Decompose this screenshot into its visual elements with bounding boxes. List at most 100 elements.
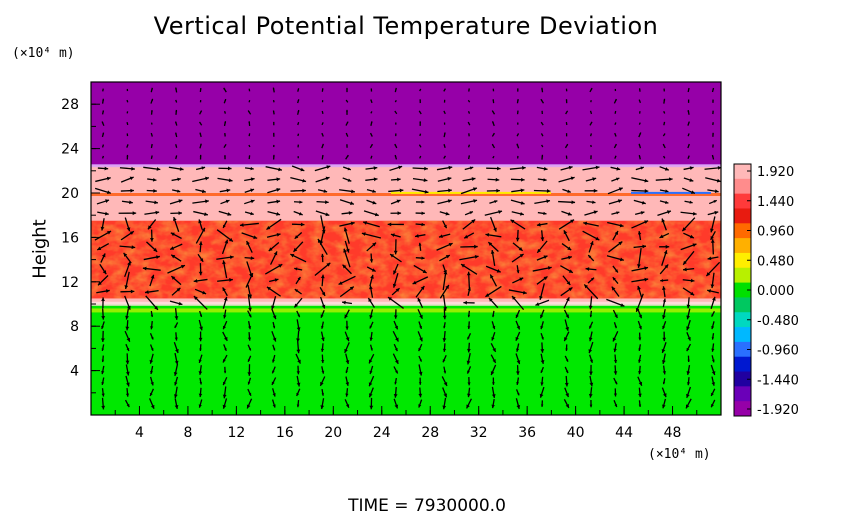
vector-head <box>689 166 694 170</box>
velocity-vector <box>101 397 106 410</box>
vector-head <box>588 305 593 310</box>
vector-head <box>239 223 244 227</box>
velocity-vector <box>271 377 277 386</box>
velocity-vector <box>296 388 301 397</box>
vector-head <box>150 133 153 135</box>
vector-head <box>297 88 299 90</box>
vector-head <box>247 337 252 341</box>
velocity-vector <box>443 155 447 159</box>
vector-head <box>394 144 397 146</box>
velocity-vector <box>173 216 180 232</box>
velocity-vector <box>314 165 331 172</box>
vector-head <box>469 166 474 170</box>
velocity-vector <box>146 188 157 193</box>
velocity-vector <box>588 387 593 398</box>
vector-head <box>612 277 616 281</box>
vector-head <box>570 219 575 224</box>
vector-head <box>614 404 618 407</box>
velocity-vector <box>613 322 617 329</box>
vector-head <box>294 289 299 293</box>
velocity-vector <box>687 155 690 159</box>
velocity-vector <box>390 177 401 182</box>
velocity-vector <box>680 243 697 251</box>
vector-head <box>496 188 500 193</box>
velocity-vector <box>171 177 181 182</box>
velocity-vector <box>442 343 447 352</box>
vector-head <box>485 293 490 297</box>
vector-head <box>247 359 251 362</box>
vector-head <box>664 167 669 171</box>
velocity-vector <box>341 211 353 215</box>
velocity-vector <box>562 275 571 286</box>
vector-head <box>535 302 540 306</box>
velocity-vector <box>149 333 154 340</box>
vector-head <box>321 291 326 296</box>
velocity-vector <box>682 287 695 296</box>
vector-head <box>345 404 350 408</box>
velocity-vector <box>390 211 402 216</box>
velocity-vector <box>267 199 281 204</box>
vector-head <box>131 245 136 250</box>
velocity-vector <box>247 344 252 351</box>
vector-head <box>320 314 324 318</box>
velocity-vector <box>682 187 696 195</box>
velocity-vector <box>248 133 251 137</box>
velocity-vector <box>265 263 283 275</box>
vector-head <box>198 337 203 342</box>
velocity-vector <box>468 88 470 92</box>
velocity-vector <box>491 377 495 385</box>
velocity-vector <box>561 255 573 260</box>
vector-head <box>540 370 543 373</box>
velocity-vector <box>296 310 301 318</box>
velocity-vector <box>638 132 642 138</box>
velocity-vector <box>170 275 182 286</box>
vector-head <box>222 404 227 409</box>
velocity-vector <box>222 331 228 342</box>
velocity-vector <box>467 387 471 398</box>
velocity-vector <box>416 200 425 204</box>
vector-head <box>290 253 295 258</box>
y-tick-label: 20 <box>61 186 79 202</box>
velocity-vector <box>174 352 179 365</box>
velocity-vector <box>120 188 134 193</box>
velocity-vector <box>290 253 307 263</box>
velocity-vector <box>291 165 305 172</box>
velocity-vector <box>589 375 594 387</box>
velocity-vector <box>174 376 179 386</box>
vector-head <box>102 270 107 275</box>
velocity-vector <box>297 109 300 115</box>
velocity-vector <box>659 189 669 193</box>
vector-head <box>320 381 324 386</box>
velocity-vector <box>148 398 155 410</box>
vector-head <box>443 224 447 229</box>
vector-head <box>713 200 717 203</box>
velocity-vector <box>339 221 355 227</box>
velocity-vector <box>149 274 155 287</box>
velocity-vector <box>266 286 281 297</box>
vector-head <box>516 360 521 365</box>
vector-head <box>294 267 298 271</box>
vector-head <box>395 100 397 102</box>
velocity-vector <box>515 398 521 410</box>
vector-head <box>199 314 203 317</box>
colorbar-swatch <box>734 401 751 417</box>
velocity-vector <box>316 200 329 205</box>
vector-head <box>590 88 593 90</box>
velocity-vector <box>460 244 478 249</box>
vector-head <box>101 370 105 375</box>
vector-head <box>320 348 325 352</box>
velocity-vector <box>704 165 721 170</box>
velocity-vector <box>174 308 179 320</box>
vector-head <box>276 212 281 216</box>
vector-head <box>638 314 642 319</box>
vector-head <box>418 393 423 398</box>
velocity-vector <box>511 253 524 263</box>
velocity-vector <box>123 252 132 264</box>
velocity-vector <box>705 261 721 277</box>
vector-head <box>590 155 592 157</box>
vector-head <box>368 359 373 364</box>
vector-head <box>266 225 271 230</box>
chart-title: Vertical Potential Temperature Deviation <box>153 12 659 40</box>
velocity-vector <box>565 122 568 126</box>
vector-head <box>717 165 721 170</box>
